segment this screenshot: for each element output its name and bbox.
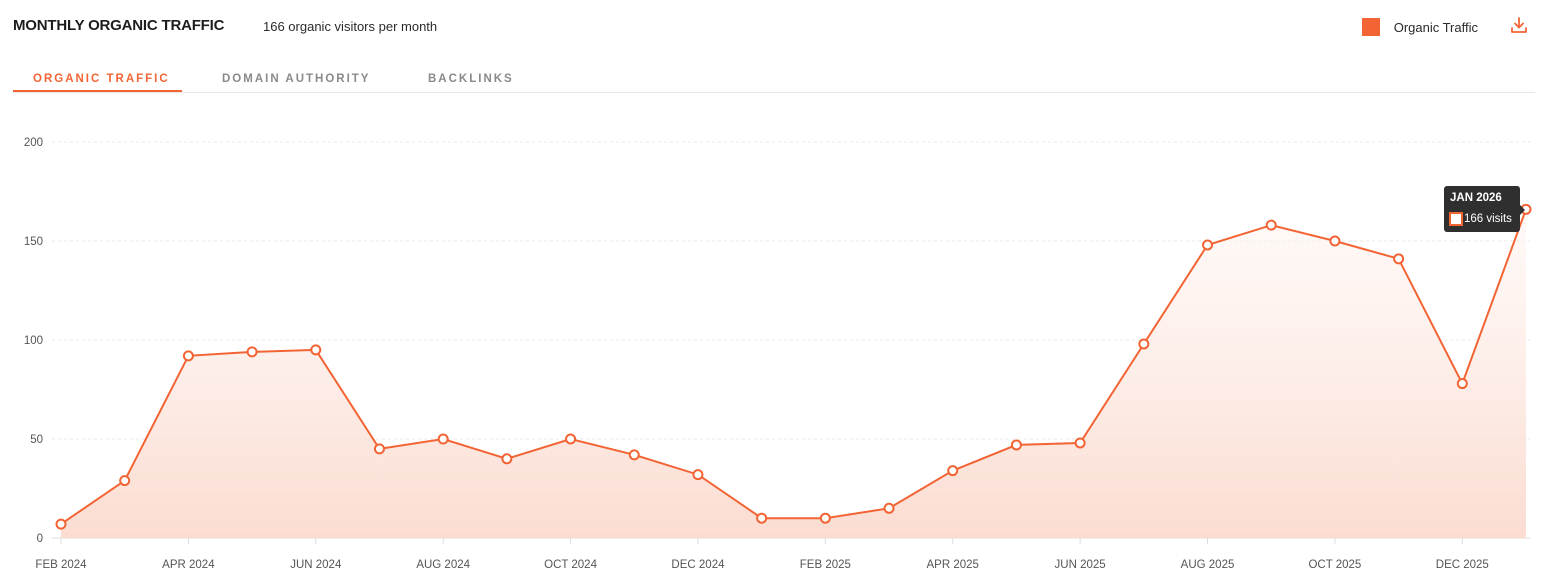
data-points <box>55 203 1532 530</box>
y-axis-labels: 0 50 100 150 200 <box>24 137 43 545</box>
data-point[interactable] <box>246 346 258 358</box>
data-point[interactable] <box>310 344 322 356</box>
legend-swatch <box>1361 18 1380 36</box>
data-point[interactable] <box>1010 439 1022 451</box>
data-point[interactable] <box>1456 378 1468 390</box>
x-tick-label: AUG 2025 <box>1181 559 1235 571</box>
data-point[interactable] <box>947 465 959 477</box>
x-tick-label: OCT 2024 <box>544 559 597 571</box>
data-point[interactable] <box>1138 338 1150 350</box>
data-point[interactable] <box>182 350 194 362</box>
chart-tabs: ORGANIC TRAFFIC DOMAIN AUTHORITY BACKLIN… <box>13 66 1535 93</box>
y-tick-label: 50 <box>30 434 43 446</box>
data-point[interactable] <box>1202 239 1214 251</box>
data-point[interactable] <box>1393 253 1405 265</box>
data-point[interactable] <box>565 433 577 445</box>
data-point[interactable] <box>819 512 831 524</box>
tooltip: JAN 2026 166 visits <box>1444 186 1525 232</box>
x-tick-label: JUN 2024 <box>290 559 342 571</box>
data-point[interactable] <box>883 502 895 514</box>
data-point[interactable] <box>55 518 67 530</box>
legend-label: Organic Traffic <box>1393 19 1478 35</box>
tooltip-title: JAN 2026 <box>1450 192 1502 204</box>
chart-subtitle: 166 organic visitors per month <box>263 19 438 34</box>
data-point[interactable] <box>437 433 449 445</box>
data-point[interactable] <box>692 469 704 481</box>
x-tick-label: AUG 2024 <box>416 559 470 571</box>
tab-domain-authority[interactable]: DOMAIN AUTHORITY <box>222 73 371 85</box>
data-point[interactable] <box>1265 219 1277 231</box>
active-tab-indicator <box>13 90 182 92</box>
x-tick-label: DEC 2024 <box>671 559 725 571</box>
chart-title: MONTHLY ORGANIC TRAFFIC <box>13 17 225 34</box>
x-tick-label: FEB 2025 <box>800 559 851 571</box>
tooltip-row: 166 visits <box>1449 212 1512 226</box>
series-line <box>60 208 1527 525</box>
data-point[interactable] <box>628 449 640 461</box>
data-point[interactable] <box>756 512 768 524</box>
x-tick-label: APR 2025 <box>927 559 979 571</box>
area-fill <box>61 209 1526 539</box>
data-point[interactable] <box>373 443 385 455</box>
x-tick-label: DEC 2025 <box>1436 559 1489 571</box>
y-tick-label: 0 <box>37 533 43 545</box>
x-tick-label: OCT 2025 <box>1308 559 1361 571</box>
data-point[interactable] <box>501 453 513 465</box>
tooltip-value: 166 visits <box>1464 213 1512 225</box>
x-tick-label: APR 2024 <box>162 559 215 571</box>
data-point[interactable] <box>119 475 131 487</box>
data-point[interactable] <box>1329 235 1341 247</box>
x-tick-label: JUN 2025 <box>1055 559 1106 571</box>
x-tick-label: FEB 2024 <box>35 559 87 571</box>
legend-item-organic-traffic[interactable]: Organic Traffic <box>1361 18 1478 36</box>
tooltip-swatch <box>1449 212 1463 226</box>
tab-organic-traffic[interactable]: ORGANIC TRAFFIC <box>33 73 170 85</box>
x-axis-labels: FEB 2024 APR 2024 JUN 2024 AUG 2024 OCT 2024… <box>35 538 1489 571</box>
chart-header: MONTHLY ORGANIC TRAFFIC 166 organic visi… <box>13 16 1533 38</box>
tab-backlinks[interactable]: BACKLINKS <box>428 73 514 85</box>
y-tick-label: 150 <box>24 236 43 248</box>
tooltip-arrow <box>1520 205 1525 215</box>
y-tick-label: 200 <box>24 137 43 149</box>
y-tick-label: 100 <box>24 335 43 347</box>
data-point[interactable] <box>1074 437 1086 449</box>
download-icon[interactable] <box>1509 16 1529 36</box>
